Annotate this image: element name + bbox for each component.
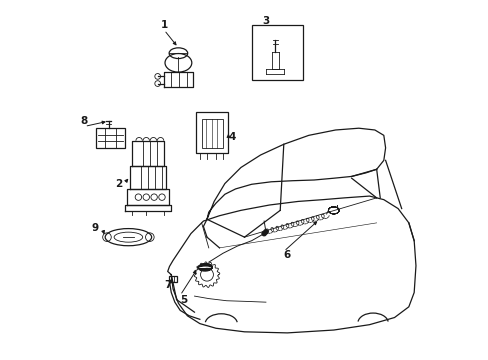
Text: 2: 2: [115, 179, 122, 189]
Circle shape: [143, 194, 149, 201]
Bar: [251, 24, 303, 80]
Text: 9: 9: [91, 223, 99, 233]
Circle shape: [159, 194, 165, 201]
Text: 4: 4: [228, 132, 235, 142]
Bar: [168, 276, 176, 282]
Bar: [196, 112, 228, 153]
Text: 5: 5: [180, 295, 187, 305]
Text: 7: 7: [163, 280, 171, 291]
Text: 3: 3: [262, 16, 269, 26]
Text: 6: 6: [283, 250, 290, 260]
Text: 1: 1: [160, 19, 167, 30]
Circle shape: [262, 231, 266, 236]
Text: 8: 8: [81, 116, 88, 126]
Bar: [96, 128, 124, 148]
Circle shape: [135, 194, 142, 201]
Circle shape: [263, 230, 267, 234]
Circle shape: [151, 194, 157, 201]
Bar: [201, 119, 223, 148]
